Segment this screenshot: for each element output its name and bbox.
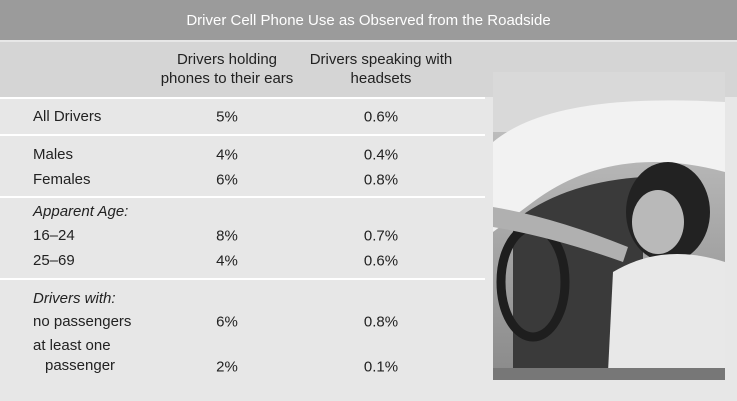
cell: 4% (152, 147, 302, 164)
cell: 5% (152, 109, 302, 126)
cell: 8% (152, 228, 302, 245)
row-label: at least one passenger (33, 336, 160, 376)
cell: 0.6% (306, 253, 456, 270)
row-label: Females (33, 170, 160, 190)
cell: 0.8% (306, 314, 456, 331)
row-label: Males (33, 145, 160, 165)
column-header: Drivers holding phones to their ears (152, 50, 302, 88)
cell: 0.8% (306, 172, 456, 189)
cell: 0.6% (306, 109, 456, 126)
page: Driver Cell Phone Use as Observed from t… (0, 0, 737, 401)
photo (493, 72, 725, 380)
row-label: 25–69 (33, 251, 160, 271)
cell: 0.4% (306, 147, 456, 164)
row-label: All Drivers (33, 107, 160, 127)
cell: 0.7% (306, 228, 456, 245)
row-label: 16–24 (33, 226, 160, 246)
column-header: Drivers speaking with headsets (306, 50, 456, 88)
cell: 2% (152, 359, 302, 376)
group-heading: Drivers with: (0, 288, 485, 310)
cell: 0.1% (306, 359, 456, 376)
cell: 4% (152, 253, 302, 270)
table-title: Driver Cell Phone Use as Observed from t… (0, 0, 737, 40)
cell: 6% (152, 172, 302, 189)
row-label: no passengers (33, 312, 160, 332)
group-heading: Apparent Age: (0, 201, 485, 223)
cell: 6% (152, 314, 302, 331)
